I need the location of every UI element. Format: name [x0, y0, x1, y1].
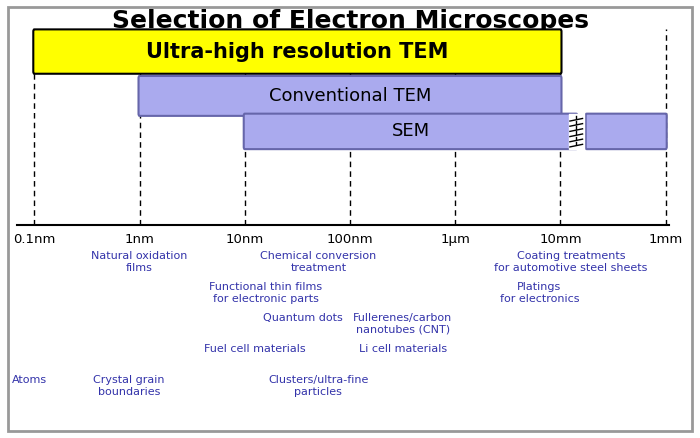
- Text: SEM: SEM: [391, 122, 430, 141]
- Text: Coating treatments
for automotive steel sheets: Coating treatments for automotive steel …: [494, 251, 648, 273]
- Text: 0.1nm: 0.1nm: [13, 233, 55, 247]
- FancyBboxPatch shape: [139, 76, 561, 116]
- Text: Ultra-high resolution TEM: Ultra-high resolution TEM: [146, 42, 449, 62]
- Text: 100nm: 100nm: [327, 233, 373, 247]
- Text: Natural oxidation
films: Natural oxidation films: [92, 251, 188, 273]
- Text: Crystal grain
boundaries: Crystal grain boundaries: [93, 375, 164, 397]
- FancyBboxPatch shape: [34, 29, 561, 74]
- FancyBboxPatch shape: [586, 113, 666, 149]
- Text: Platings
for electronics: Platings for electronics: [500, 282, 579, 304]
- Text: 1nm: 1nm: [125, 233, 155, 247]
- Text: Chemical conversion
treatment: Chemical conversion treatment: [260, 251, 377, 273]
- Text: 10nm: 10nm: [225, 233, 264, 247]
- Text: Fuel cell materials: Fuel cell materials: [204, 344, 306, 354]
- Text: 1mm: 1mm: [648, 233, 682, 247]
- Text: Atoms: Atoms: [11, 375, 47, 385]
- Text: Clusters/ultra-fine
particles: Clusters/ultra-fine particles: [268, 375, 369, 397]
- Text: Conventional TEM: Conventional TEM: [269, 87, 431, 105]
- Text: Li cell materials: Li cell materials: [358, 344, 447, 354]
- Text: 10mm: 10mm: [539, 233, 582, 247]
- FancyBboxPatch shape: [244, 113, 578, 149]
- Text: 1μm: 1μm: [440, 233, 470, 247]
- Text: Selection of Electron Microscopes: Selection of Electron Microscopes: [111, 10, 589, 33]
- Text: Quantum dots: Quantum dots: [262, 313, 342, 323]
- Text: Fullerenes/carbon
nanotubes (CNT): Fullerenes/carbon nanotubes (CNT): [353, 313, 452, 335]
- Text: Functional thin films
for electronic parts: Functional thin films for electronic par…: [209, 282, 323, 304]
